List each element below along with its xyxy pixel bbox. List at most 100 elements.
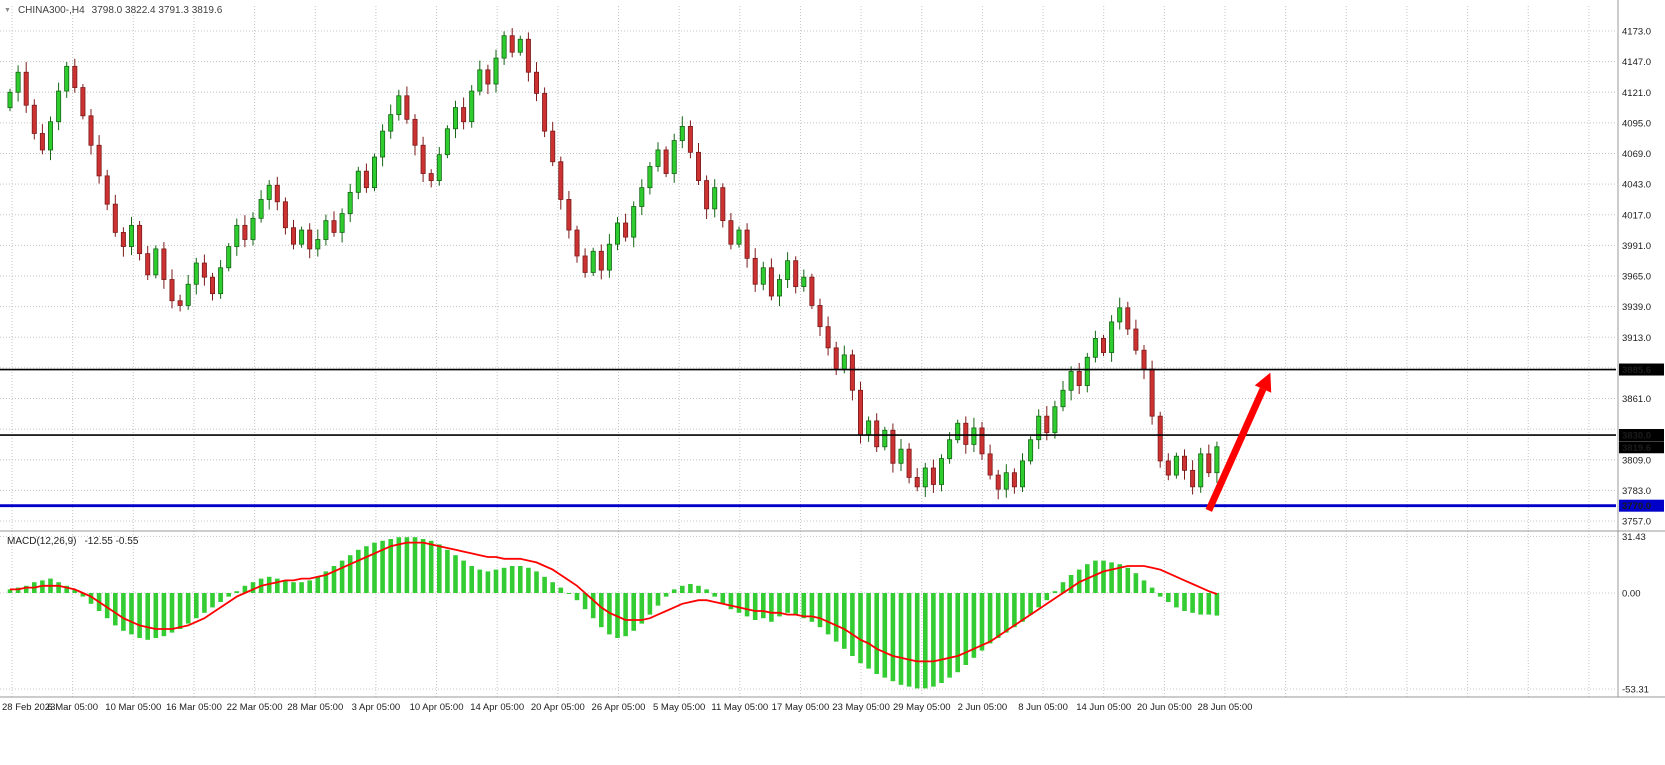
- macd-histogram-bar: [388, 539, 393, 593]
- bear-candle: [825, 326, 831, 349]
- macd-histogram-bar: [793, 593, 798, 615]
- macd-histogram-bar: [890, 593, 896, 682]
- macd-signal-line: [10, 541, 1218, 663]
- bull-candle: [355, 170, 361, 193]
- chart-dropdown-icon[interactable]: ▼: [4, 7, 11, 14]
- macd-histogram-bar: [939, 593, 944, 683]
- macd-histogram-bar: [323, 571, 329, 593]
- macd-histogram-bar: [1052, 591, 1058, 593]
- price-tick-label: 4121.0: [1622, 88, 1651, 99]
- bear-candle: [704, 180, 710, 210]
- bear-candle: [793, 260, 799, 288]
- macd-histogram-bar: [1028, 593, 1033, 615]
- bear-candle: [1165, 460, 1171, 476]
- bear-candle: [752, 257, 758, 285]
- bear-candle: [242, 224, 248, 240]
- candlestick-series: [7, 28, 1220, 500]
- macd-histogram-bar: [914, 593, 920, 689]
- macd-tick-label: -53.31: [1622, 684, 1649, 695]
- macd-indicator-label: MACD(12,26,9) -12.55 -0.55: [7, 536, 138, 547]
- macd-histogram-bar: [113, 593, 118, 626]
- bull-candle: [469, 90, 475, 123]
- bull-candle: [128, 224, 134, 247]
- bull-candle: [712, 187, 718, 210]
- macd-histogram-bar: [477, 569, 483, 593]
- arrow-shaft[interactable]: [1205, 387, 1267, 512]
- bear-candle: [23, 71, 29, 106]
- macd-histogram-bar: [315, 576, 321, 593]
- bull-candle: [1060, 389, 1066, 408]
- price-tick-label: 3861.0: [1622, 394, 1651, 405]
- arrow-head[interactable]: [1254, 372, 1272, 393]
- bear-candle: [412, 118, 418, 146]
- time-tick-label: 23 May 05:00: [832, 702, 890, 713]
- bull-candle: [477, 69, 483, 92]
- macd-histogram-bar: [485, 571, 491, 593]
- bull-candle: [266, 184, 272, 200]
- macd-histogram-bar: [761, 593, 766, 619]
- bull-candle: [193, 262, 199, 285]
- bear-candle: [1011, 472, 1017, 488]
- macd-histogram-bar: [250, 582, 256, 593]
- macd-histogram-bar: [801, 593, 807, 619]
- macd-histogram-bar: [671, 589, 677, 593]
- bull-candle: [679, 126, 685, 141]
- bear-candle: [137, 224, 143, 255]
- macd-histogram-bar: [623, 593, 628, 637]
- macd-histogram-bar: [307, 580, 312, 593]
- bull-candle: [736, 229, 742, 245]
- bull-candle: [1117, 307, 1123, 323]
- macd-histogram-bar: [518, 566, 523, 593]
- bull-candle: [1084, 356, 1090, 386]
- trend-arrow[interactable]: [1205, 372, 1272, 512]
- macd-histogram-bar: [744, 593, 750, 617]
- bull-candle: [955, 422, 961, 441]
- macd-histogram-bar: [364, 546, 369, 593]
- bull-candle: [315, 239, 321, 250]
- bull-candle: [323, 220, 329, 240]
- macd-indicator[interactable]: [7, 537, 1220, 689]
- bull-candle: [64, 65, 70, 92]
- macd-axis[interactable]: 31.43 0.00 -53.31: [1622, 532, 1649, 696]
- macd-histogram-bar: [963, 593, 969, 665]
- macd-histogram-bar: [404, 537, 410, 593]
- bear-candle: [995, 474, 1001, 490]
- macd-histogram-bar: [526, 567, 531, 593]
- bear-candle: [1157, 415, 1163, 462]
- price-tag-label: 3885.6: [1622, 365, 1651, 376]
- bull-candle: [647, 166, 653, 189]
- bull-candle: [339, 213, 345, 233]
- macd-histogram-bar: [1101, 560, 1106, 593]
- price-axis[interactable]: 4173.0 4147.0 4121.0 4095.0 4069.0 4043.0 4017…: [1619, 27, 1664, 528]
- bull-candle: [493, 57, 499, 85]
- macd-histogram-bar: [501, 567, 507, 593]
- bull-candle: [866, 420, 872, 436]
- bear-candle: [96, 144, 102, 177]
- bull-candle: [347, 191, 353, 214]
- macd-histogram-bar: [469, 566, 474, 593]
- bear-candle: [1125, 307, 1131, 330]
- macd-histogram-bar: [923, 593, 928, 689]
- macd-histogram-bar: [1157, 593, 1163, 597]
- bear-candle: [987, 453, 993, 476]
- bear-candle: [169, 279, 175, 302]
- bull-candle: [48, 121, 54, 151]
- bear-candle: [1076, 371, 1082, 386]
- bear-candle: [663, 149, 669, 174]
- bear-candle: [1149, 368, 1155, 417]
- bear-candle: [161, 248, 167, 280]
- bear-candle: [420, 144, 426, 174]
- bear-candle: [550, 130, 556, 163]
- bear-candle: [31, 104, 37, 134]
- bull-candle: [1068, 371, 1074, 391]
- price-tick-label: 3913.0: [1622, 333, 1651, 344]
- bear-candle: [509, 35, 515, 53]
- macd-histogram-bar: [185, 593, 191, 624]
- price-tag: [1619, 499, 1664, 512]
- level-lines[interactable]: [0, 368, 1616, 508]
- bull-candle: [226, 246, 232, 269]
- macd-histogram-bar: [1149, 587, 1155, 593]
- macd-histogram-bar: [1036, 593, 1041, 608]
